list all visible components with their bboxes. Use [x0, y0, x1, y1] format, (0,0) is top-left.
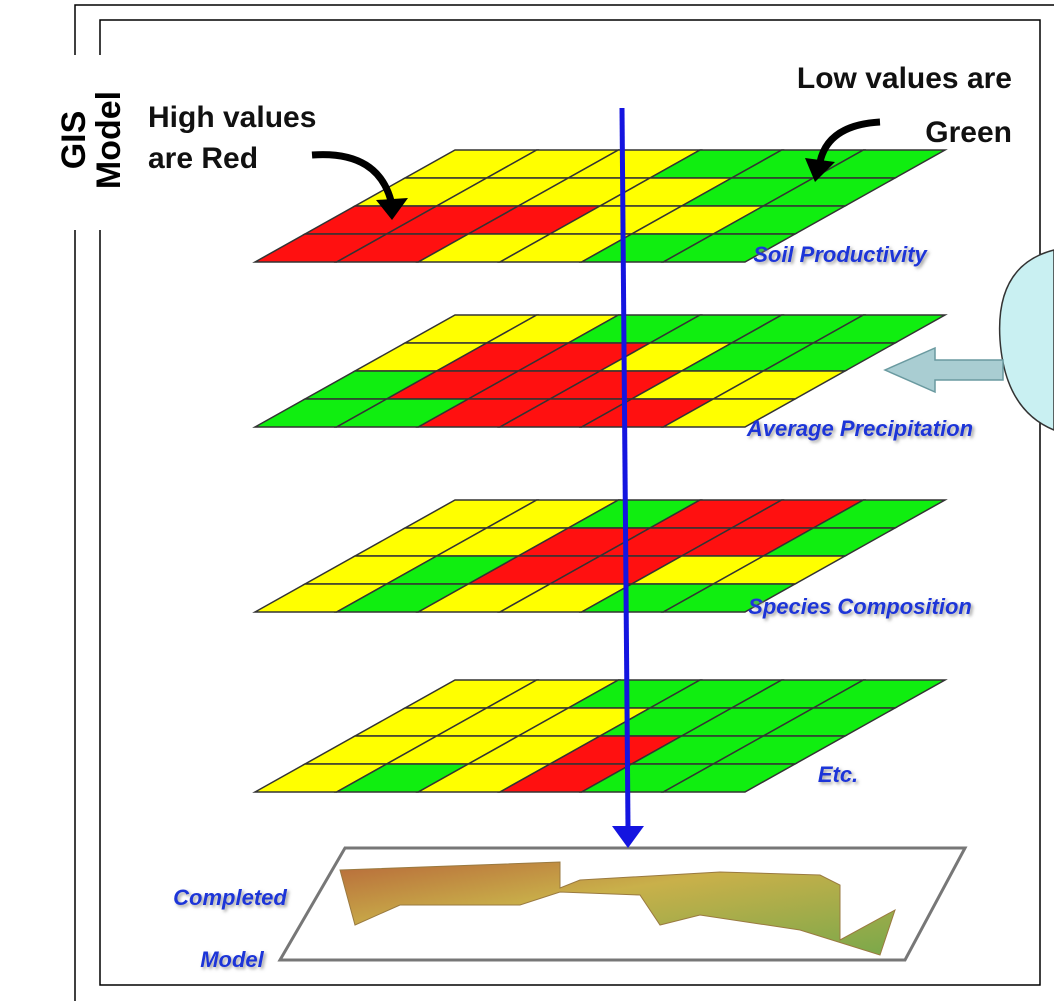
title-gis: GIS [55, 111, 93, 170]
layer-label: Species Composition [748, 594, 972, 619]
side-title: GIS Model [55, 91, 128, 189]
grid-cell [660, 583, 798, 613]
title-model: Model [90, 91, 128, 189]
inner-frame [99, 19, 1041, 986]
title-backdrop [60, 55, 115, 230]
grid-cell [660, 233, 798, 263]
completed-label-line2: Model [200, 947, 264, 972]
low-note-line1: Low values are [797, 62, 1012, 95]
outer-frame [74, 4, 1054, 1001]
flow-arrowhead [612, 826, 644, 848]
high-arrow [311, 151, 396, 206]
low-note-line2: Green [925, 116, 1012, 149]
high-arrowhead [376, 198, 408, 220]
completed-label-line1: Completed [173, 885, 287, 910]
high-note-line2: are Red [148, 142, 258, 175]
layer-label: Etc. [818, 762, 858, 787]
grid-cell [660, 763, 798, 793]
low-arrow [816, 118, 881, 163]
low-arrowhead [805, 158, 835, 182]
callout-arrow [883, 346, 1004, 394]
map-image [339, 861, 896, 956]
grid-cell [660, 398, 798, 428]
layer-label: Soil Productivity [753, 242, 928, 267]
high-note-line1: High values [148, 101, 316, 134]
layer-label: Average Precipitation [746, 416, 973, 441]
flow-line [619, 107, 631, 829]
callout-bubble [998, 249, 1054, 431]
